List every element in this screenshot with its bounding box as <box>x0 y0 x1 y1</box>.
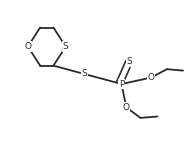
Text: S: S <box>63 42 69 51</box>
Text: O: O <box>123 103 130 112</box>
Text: P: P <box>119 79 124 89</box>
Text: O: O <box>24 42 31 51</box>
Text: S: S <box>81 69 87 78</box>
Text: O: O <box>147 73 154 82</box>
Text: S: S <box>126 57 132 66</box>
